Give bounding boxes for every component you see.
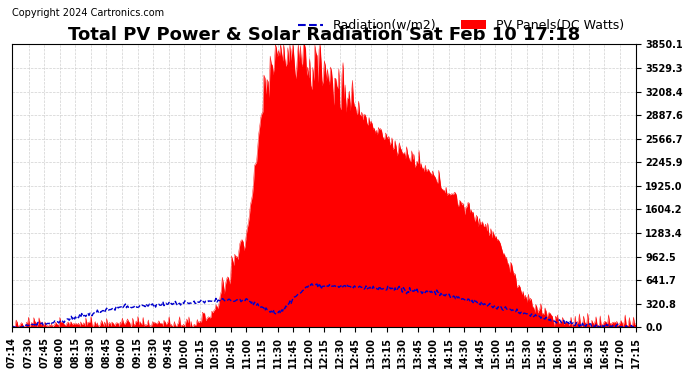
Legend: Radiation(w/m2), PV Panels(DC Watts): Radiation(w/m2), PV Panels(DC Watts): [293, 14, 629, 37]
Text: Copyright 2024 Cartronics.com: Copyright 2024 Cartronics.com: [12, 8, 164, 18]
Title: Total PV Power & Solar Radiation Sat Feb 10 17:18: Total PV Power & Solar Radiation Sat Feb…: [68, 26, 580, 44]
